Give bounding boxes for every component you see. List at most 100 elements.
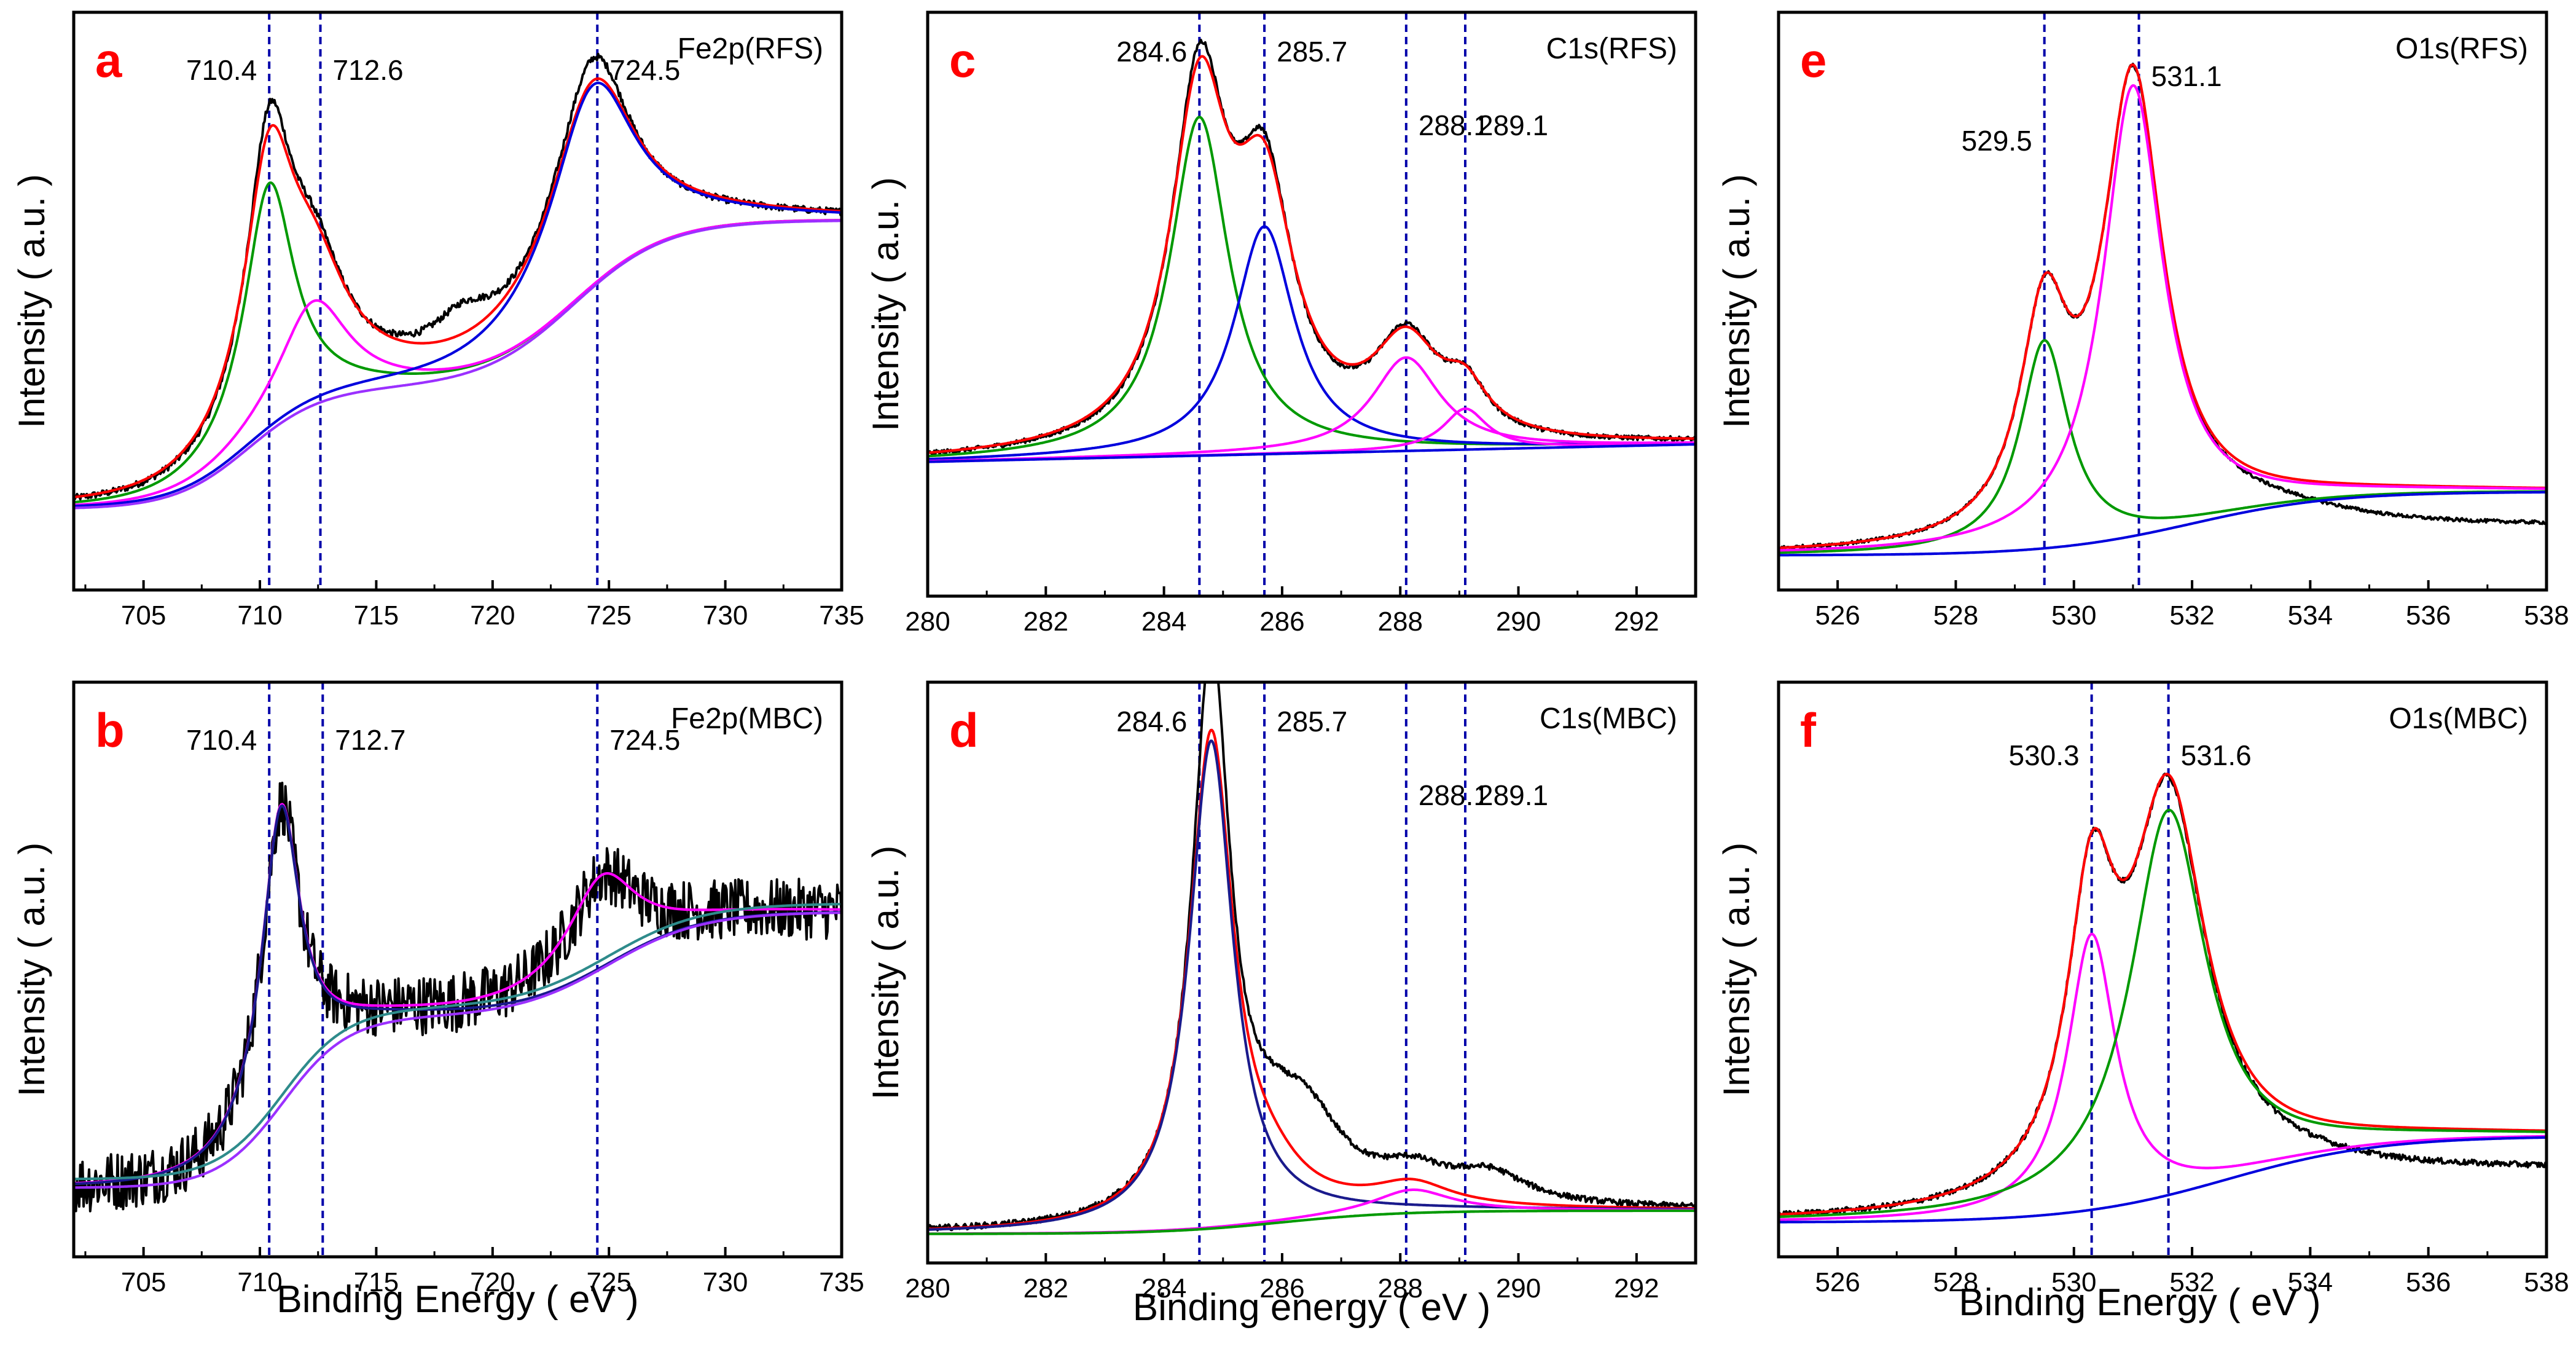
x-tick-label: 530	[2051, 1267, 2096, 1297]
x-tick-label: 536	[2406, 1267, 2451, 1297]
peak-marker-label: 529.5	[1962, 125, 2032, 157]
x-tick-label: 528	[1933, 1267, 1978, 1297]
peak-marker-label: 285.7	[1277, 36, 1347, 68]
x-tick-label: 286	[1259, 1273, 1304, 1304]
x-tick-label: 526	[1815, 600, 1860, 631]
x-tick-label: 730	[703, 600, 748, 631]
panel-letter: e	[1800, 33, 1826, 87]
x-tick-label: 288	[1378, 1273, 1423, 1304]
panel-letter: a	[95, 33, 122, 87]
x-tick-label: 735	[819, 600, 864, 631]
peak-marker-label: 289.1	[1478, 109, 1548, 141]
peak-marker-label: 284.6	[1116, 706, 1187, 737]
x-tick-label: 705	[121, 1267, 166, 1297]
series-envelope	[1779, 773, 2547, 1216]
x-tick-label: 282	[1024, 1273, 1068, 1304]
plot-frame	[1777, 680, 2548, 1259]
plot-frame	[926, 680, 1697, 1265]
panel-title: Fe2p(MBC)	[671, 702, 823, 735]
panel-letter: d	[949, 703, 979, 757]
peak-marker-label: 712.7	[335, 724, 405, 756]
plot-frame	[926, 10, 1697, 598]
y-axis-label: Intensity ( a.u. )	[1716, 174, 1757, 428]
series-fit-710-4	[74, 181, 842, 504]
series-experimental	[1779, 63, 2547, 551]
peak-marker-label: 531.1	[2151, 60, 2222, 92]
peak-marker-label: 712.6	[333, 54, 404, 86]
x-tick-label: 284	[1141, 1273, 1186, 1304]
y-axis-label: Intensity ( a.u. )	[11, 174, 52, 428]
peak-marker-label: 710.4	[186, 54, 257, 86]
series-fit-724-5	[74, 81, 842, 508]
panel-letter: c	[949, 33, 976, 87]
series-experimental	[74, 781, 842, 1213]
series-background	[74, 911, 842, 1189]
x-tick-label: 530	[2051, 600, 2096, 631]
series-envelope	[928, 55, 1696, 454]
y-axis-label: Intensity ( a.u. )	[865, 177, 906, 431]
x-tick-label: 526	[1815, 1267, 1860, 1297]
series-experimental	[928, 38, 1696, 456]
series-envelope	[928, 728, 1696, 1230]
panel-f: Intensity ( a.u. ) 526 528 530 532 534 536 538 5…	[1716, 680, 2569, 1297]
x-tick-label: 286	[1259, 607, 1304, 637]
series-background	[928, 1209, 1696, 1235]
series-fit-531-1	[1779, 84, 2547, 552]
y-axis-label: Intensity ( a.u. )	[11, 843, 52, 1097]
y-axis-label: Intensity ( a.u. )	[865, 846, 906, 1100]
series-fit-531-6	[1779, 808, 2547, 1218]
panel-a: Intensity ( a.u. ) 705 710 715 720 725 730 735 7…	[11, 10, 864, 631]
x-tick-label: 720	[470, 1267, 515, 1297]
x-tick-label: 288	[1378, 607, 1423, 637]
series-fit-710-4	[74, 804, 842, 1186]
series-fit-529-5	[1779, 339, 2547, 554]
x-tick-label: 730	[703, 1267, 748, 1297]
x-tick-label: 538	[2524, 1267, 2569, 1297]
series-fit-284-6	[928, 116, 1696, 458]
peak-marker-label: 531.6	[2181, 739, 2252, 771]
x-tick-label: 720	[470, 600, 515, 631]
x-tick-label: 725	[587, 600, 632, 631]
x-axis-label-col3: Binding Energy ( eV )	[1959, 1281, 2320, 1324]
panel-c: Intensity ( a.u. ) 280 282 284 286 288 290 292 2…	[865, 10, 1697, 637]
plot-frame	[72, 10, 844, 592]
x-axis-label-col2: Binding energy ( eV )	[1133, 1286, 1490, 1329]
series-experimental	[74, 52, 842, 501]
peak-marker-label: 530.3	[2008, 739, 2079, 771]
x-tick-label: 290	[1496, 607, 1541, 637]
x-tick-label: 532	[2169, 1267, 2214, 1297]
panel-title: C1s(RFS)	[1546, 33, 1677, 65]
panel-b: Intensity ( a.u. ) 705 710 715 720 725 730 735 7…	[11, 680, 864, 1297]
x-tick-label: 528	[1933, 600, 1978, 631]
x-tick-label: 284	[1141, 607, 1186, 637]
x-tick-label: 725	[587, 1267, 632, 1297]
peak-marker-label: 724.5	[609, 724, 680, 756]
x-tick-label: 735	[819, 1267, 864, 1297]
x-tick-label: 290	[1496, 1273, 1541, 1304]
panel-title: Fe2p(RFS)	[678, 33, 823, 65]
panel-title: O1s(MBC)	[2389, 702, 2528, 735]
peak-marker-label: 285.7	[1277, 706, 1347, 737]
panel-title: O1s(RFS)	[2395, 33, 2528, 65]
x-tick-label: 538	[2524, 600, 2569, 631]
x-tick-label: 705	[121, 600, 166, 631]
panel-e: Intensity ( a.u. ) 526 528 530 532 534 536 538 5…	[1716, 10, 2569, 631]
series-envelope	[74, 77, 842, 499]
series-background	[928, 442, 1696, 463]
x-tick-label: 292	[1614, 1273, 1659, 1304]
x-tick-label: 710	[237, 600, 282, 631]
series-fit-530-3	[1779, 932, 2547, 1221]
series-background	[1779, 1136, 2547, 1224]
peak-marker-label: 724.5	[609, 54, 680, 86]
peak-marker-label: 284.6	[1116, 36, 1187, 68]
x-tick-label: 282	[1024, 607, 1068, 637]
series-fit-285-7	[928, 225, 1696, 461]
series-envelope	[74, 803, 842, 1185]
series-background-2	[74, 903, 842, 1181]
series-experimental	[1779, 773, 2547, 1217]
panel-d: Intensity ( a.u. ) 280 282 284 286 288 290 292 2…	[865, 680, 1697, 1304]
x-axis-label-col1: Binding Energy ( eV )	[276, 1278, 638, 1321]
plot-frame	[72, 680, 844, 1259]
